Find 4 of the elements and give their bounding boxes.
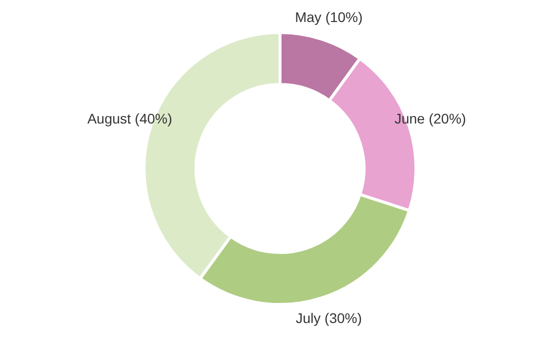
slice-label: June (20%) (394, 110, 466, 127)
slice-label: August (40%) (87, 110, 172, 127)
slice-label: July (30%) (296, 310, 362, 326)
slice-label: May (10%) (294, 9, 363, 26)
